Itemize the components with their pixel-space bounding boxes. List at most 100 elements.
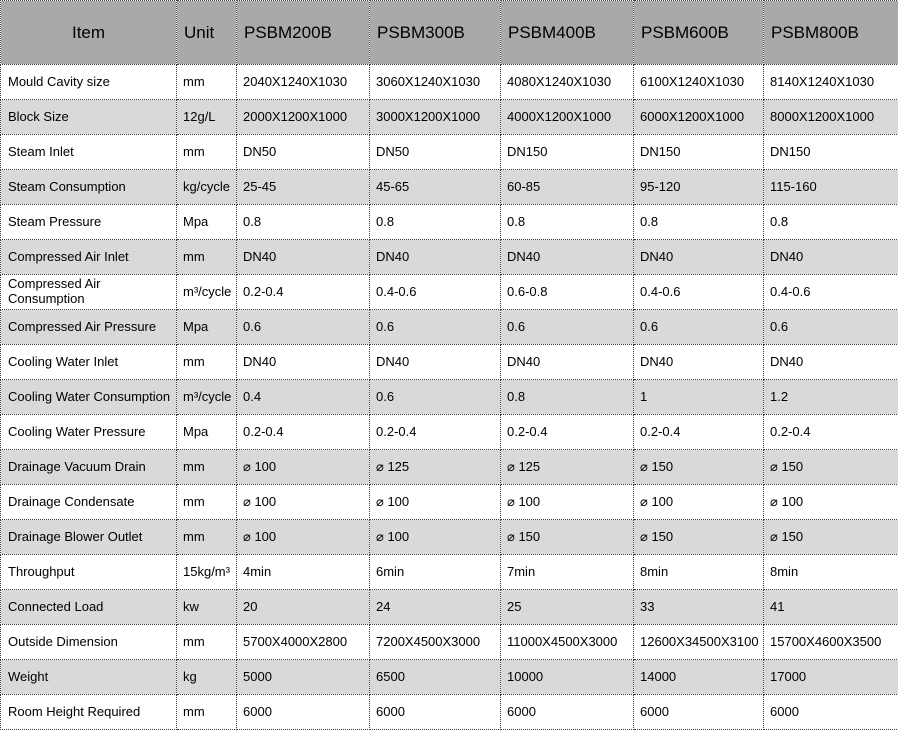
cell-value: DN40 <box>369 239 501 275</box>
cell-value: 0.6 <box>763 309 898 345</box>
cell-value: 8min <box>763 554 898 590</box>
cell-value: 6000 <box>236 694 370 730</box>
cell-value: 95-120 <box>633 169 764 205</box>
table-row-cooling-water-pressure: Cooling Water Pressure Mpa 0.2-0.4 0.2-0… <box>0 414 898 450</box>
cell-value: ⌀ 150 <box>633 519 764 555</box>
header-psbm300b: PSBM300B <box>369 0 501 65</box>
row-unit: mm <box>176 624 237 660</box>
cell-value: 8140X1240X1030 <box>763 64 898 100</box>
cell-value: 6000X1200X1000 <box>633 99 764 135</box>
cell-value: 0.8 <box>763 204 898 240</box>
cell-value: ⌀ 100 <box>369 484 501 520</box>
cell-value: 60-85 <box>500 169 634 205</box>
cell-value: 6100X1240X1030 <box>633 64 764 100</box>
row-unit: mm <box>176 64 237 100</box>
cell-value: DN40 <box>633 239 764 275</box>
header-psbm600b: PSBM600B <box>633 0 764 65</box>
cell-value: ⌀ 125 <box>500 449 634 485</box>
row-item-label: Compressed Air Consumption <box>0 274 177 310</box>
cell-value: ⌀ 100 <box>763 484 898 520</box>
table-row-steam-consumption: Steam Consumption kg/cycle 25-45 45-65 6… <box>0 169 898 205</box>
row-unit: Mpa <box>176 309 237 345</box>
cell-value: 20 <box>236 589 370 625</box>
cell-value: DN50 <box>369 134 501 170</box>
cell-value: 7200X4500X3000 <box>369 624 501 660</box>
table-body: Mould Cavity size mm 2040X1240X1030 3060… <box>0 64 898 730</box>
row-unit: m³/cycle <box>176 379 237 415</box>
table-row-room-height-required: Room Height Required mm 6000 6000 6000 6… <box>0 694 898 730</box>
cell-value: ⌀ 150 <box>500 519 634 555</box>
cell-value: ⌀ 150 <box>633 449 764 485</box>
row-item-label: Block Size <box>0 99 177 135</box>
cell-value: 24 <box>369 589 501 625</box>
cell-value: 0.6 <box>500 309 634 345</box>
row-item-label: Steam Inlet <box>0 134 177 170</box>
cell-value: 8min <box>633 554 764 590</box>
row-unit: Mpa <box>176 204 237 240</box>
cell-value: 0.6 <box>369 309 501 345</box>
cell-value: 41 <box>763 589 898 625</box>
cell-value: 0.8 <box>633 204 764 240</box>
cell-value: DN40 <box>236 344 370 380</box>
cell-value: 14000 <box>633 659 764 695</box>
cell-value: 0.8 <box>236 204 370 240</box>
row-item-label: Steam Pressure <box>0 204 177 240</box>
table-row-block-size: Block Size 12g/L 2000X1200X1000 3000X120… <box>0 99 898 135</box>
row-item-label: Drainage Vacuum Drain <box>0 449 177 485</box>
table-row-compressed-air-consumption: Compressed Air Consumption m³/cycle 0.2-… <box>0 274 898 310</box>
cell-value: 0.2-0.4 <box>369 414 501 450</box>
table-row-compressed-air-pressure: Compressed Air Pressure Mpa 0.6 0.6 0.6 … <box>0 309 898 345</box>
row-unit: mm <box>176 239 237 275</box>
header-psbm400b: PSBM400B <box>500 0 634 65</box>
cell-value: ⌀ 100 <box>236 484 370 520</box>
cell-value: DN50 <box>236 134 370 170</box>
header-row: Item Unit PSBM200B PSBM300B PSBM400B PSB… <box>0 0 898 65</box>
cell-value: 1.2 <box>763 379 898 415</box>
cell-value: 4080X1240X1030 <box>500 64 634 100</box>
row-item-label: Outside Dimension <box>0 624 177 660</box>
row-unit: mm <box>176 134 237 170</box>
row-unit: mm <box>176 519 237 555</box>
header-psbm800b: PSBM800B <box>763 0 898 65</box>
cell-value: 2040X1240X1030 <box>236 64 370 100</box>
cell-value: DN40 <box>763 344 898 380</box>
cell-value: 12600X34500X3100 <box>633 624 764 660</box>
row-unit: mm <box>176 484 237 520</box>
table-header: Item Unit PSBM200B PSBM300B PSBM400B PSB… <box>0 0 898 65</box>
cell-value: 0.2-0.4 <box>236 274 370 310</box>
cell-value: 0.6 <box>236 309 370 345</box>
cell-value: 6000 <box>633 694 764 730</box>
table-row-steam-pressure: Steam Pressure Mpa 0.8 0.8 0.8 0.8 0.8 <box>0 204 898 240</box>
cell-value: 25-45 <box>236 169 370 205</box>
cell-value: DN150 <box>763 134 898 170</box>
table-row-cooling-water-consumption: Cooling Water Consumption m³/cycle 0.4 0… <box>0 379 898 415</box>
cell-value: 0.2-0.4 <box>500 414 634 450</box>
cell-value: 4000X1200X1000 <box>500 99 634 135</box>
cell-value: 5700X4000X2800 <box>236 624 370 660</box>
cell-value: 6500 <box>369 659 501 695</box>
row-item-label: Steam Consumption <box>0 169 177 205</box>
cell-value: 0.8 <box>500 379 634 415</box>
cell-value: 2000X1200X1000 <box>236 99 370 135</box>
cell-value: 6000 <box>763 694 898 730</box>
cell-value: ⌀ 100 <box>633 484 764 520</box>
cell-value: 0.8 <box>500 204 634 240</box>
table-row-outside-dimension: Outside Dimension mm 5700X4000X2800 7200… <box>0 624 898 660</box>
cell-value: DN40 <box>236 239 370 275</box>
cell-value: 0.2-0.4 <box>236 414 370 450</box>
table-row-steam-inlet: Steam Inlet mm DN50 DN50 DN150 DN150 DN1… <box>0 134 898 170</box>
cell-value: 0.4-0.6 <box>633 274 764 310</box>
table-row-drainage-vacuum-drain: Drainage Vacuum Drain mm ⌀ 100 ⌀ 125 ⌀ 1… <box>0 449 898 485</box>
cell-value: 4min <box>236 554 370 590</box>
table-row-throughput: Throughput 15kg/m³ 4min 6min 7min 8min 8… <box>0 554 898 590</box>
cell-value: ⌀ 150 <box>763 519 898 555</box>
cell-value: ⌀ 100 <box>236 519 370 555</box>
row-unit: kg/cycle <box>176 169 237 205</box>
cell-value: 0.4 <box>236 379 370 415</box>
cell-value: DN40 <box>369 344 501 380</box>
cell-value: 115-160 <box>763 169 898 205</box>
row-unit: 15kg/m³ <box>176 554 237 590</box>
cell-value: ⌀ 125 <box>369 449 501 485</box>
cell-value: 17000 <box>763 659 898 695</box>
cell-value: 25 <box>500 589 634 625</box>
